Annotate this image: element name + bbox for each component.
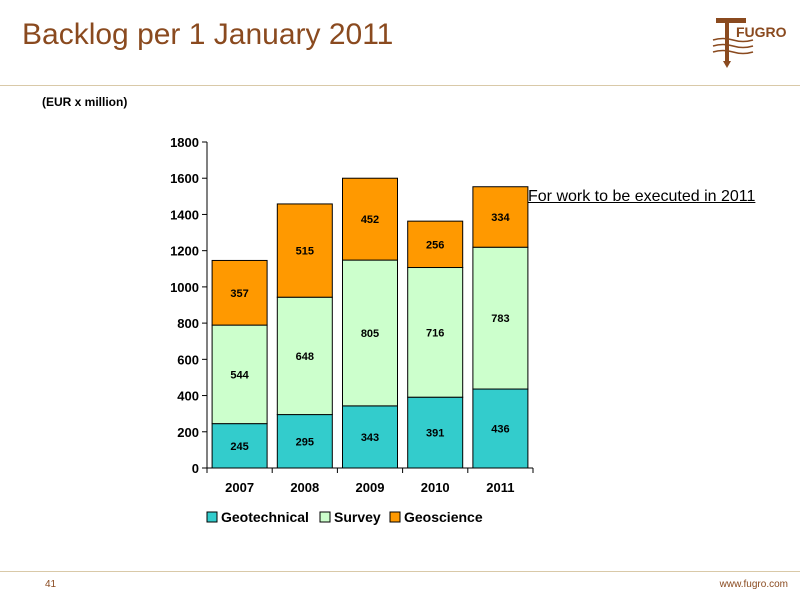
data-label-survey-2010: 716 bbox=[426, 327, 444, 339]
data-label-geoscience-2008: 515 bbox=[296, 246, 314, 258]
x-tick-label: 2011 bbox=[486, 480, 514, 495]
legend-label-survey: Survey bbox=[334, 509, 381, 525]
legend-label-geotechnical: Geotechnical bbox=[221, 509, 309, 525]
legend-swatch-survey bbox=[319, 511, 331, 523]
x-tick-label: 2007 bbox=[225, 480, 254, 495]
data-label-geotechnical-2010: 391 bbox=[426, 428, 444, 440]
bar-survey-2011 bbox=[472, 246, 529, 390]
x-tick-label: 2010 bbox=[421, 480, 450, 495]
page-number: 41 bbox=[45, 579, 57, 590]
footer-divider bbox=[0, 571, 800, 572]
data-label-geotechnical-2011: 436 bbox=[491, 424, 509, 436]
data-label-survey-2008: 648 bbox=[296, 351, 314, 363]
annotation-note: For work to be executed in 2011 bbox=[528, 188, 756, 205]
y-tick-label: 400 bbox=[177, 389, 199, 404]
bar-geoscience-2007 bbox=[211, 259, 268, 326]
x-tick-label: 2008 bbox=[290, 480, 319, 495]
y-tick-label: 1800 bbox=[170, 135, 199, 150]
data-label-survey-2011: 783 bbox=[491, 313, 509, 325]
unit-label: (EUR x million) bbox=[42, 95, 128, 109]
data-label-geoscience-2010: 256 bbox=[426, 239, 444, 251]
bar-geoscience-2009 bbox=[342, 177, 398, 261]
fugro-logo: FUGRO bbox=[712, 18, 787, 68]
bar-survey-2007 bbox=[211, 324, 268, 425]
bar-survey-2010 bbox=[407, 267, 464, 398]
y-tick-label: 200 bbox=[177, 425, 199, 440]
legend-swatch-geoscience bbox=[389, 511, 401, 523]
bar-survey-2008 bbox=[276, 296, 333, 416]
x-tick-label: 2009 bbox=[356, 480, 385, 495]
legend-label-geoscience: Geoscience bbox=[404, 509, 483, 525]
logo-text: FUGRO bbox=[736, 24, 787, 40]
y-tick-label: 800 bbox=[177, 316, 199, 331]
bar-geotechnical-2010 bbox=[407, 396, 464, 469]
data-label-geotechnical-2009: 343 bbox=[361, 432, 379, 444]
bar-geotechnical-2007 bbox=[211, 423, 268, 469]
y-tick-label: 1400 bbox=[170, 207, 199, 222]
data-label-survey-2007: 544 bbox=[230, 369, 249, 381]
bar-geoscience-2010 bbox=[407, 220, 464, 269]
data-label-survey-2009: 805 bbox=[361, 328, 379, 340]
data-label-geoscience-2007: 357 bbox=[230, 288, 248, 300]
footer-url[interactable]: www.fugro.com bbox=[719, 579, 788, 590]
data-label-geoscience-2009: 452 bbox=[361, 214, 379, 226]
y-tick-label: 600 bbox=[177, 352, 199, 367]
bar-geoscience-2011 bbox=[472, 186, 529, 248]
y-tick-label: 1200 bbox=[170, 244, 199, 259]
bar-survey-2009 bbox=[342, 259, 398, 407]
y-tick-label: 1600 bbox=[170, 171, 199, 186]
legend-swatch-geotechnical bbox=[206, 511, 218, 523]
title-divider bbox=[0, 85, 800, 86]
bar-geoscience-2008 bbox=[276, 203, 333, 298]
data-label-geoscience-2011: 334 bbox=[491, 212, 510, 224]
data-label-geotechnical-2008: 295 bbox=[296, 436, 314, 448]
y-tick-label: 0 bbox=[192, 461, 199, 476]
bar-geotechnical-2011 bbox=[472, 388, 529, 469]
bar-geotechnical-2009 bbox=[342, 405, 398, 469]
page-title: Backlog per 1 January 2011 bbox=[22, 18, 394, 51]
y-tick-label: 1000 bbox=[170, 280, 199, 295]
data-label-geotechnical-2007: 245 bbox=[230, 441, 248, 453]
bar-geotechnical-2008 bbox=[276, 414, 333, 469]
